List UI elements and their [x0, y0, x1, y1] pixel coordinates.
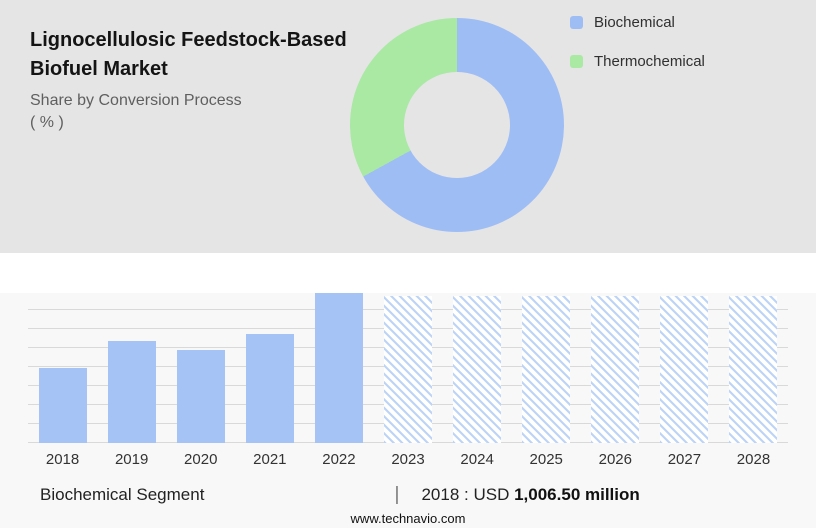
unit-label: ( % ) [30, 114, 64, 132]
donut-hole [404, 72, 510, 178]
value-annotation: 2018 : USD 1,006.50 million [399, 485, 776, 505]
x-label-2021: 2021 [253, 451, 287, 468]
x-label-2019: 2019 [114, 451, 149, 468]
bottom-panel: 2018 2019 2020 2021 2022 2023 2024 2025 2026 2027… [0, 293, 816, 528]
legend-item-thermochemical: Thermochemical [570, 53, 705, 70]
bar-column-2023 [373, 293, 442, 443]
bar-2020 [176, 350, 225, 443]
bar-2018 [38, 368, 87, 443]
x-label-2024: 2024 [460, 451, 494, 468]
title-block: Lignocellulosic Feedstock-Based Biofuel … [30, 26, 365, 135]
bar-column-2020 [166, 293, 235, 443]
bar-chart-plot [28, 293, 788, 443]
x-label-2022: 2022 [322, 451, 356, 468]
bar-2023 [384, 296, 433, 443]
bar-2019 [107, 341, 156, 443]
website-url: www.technavio.com [350, 511, 466, 526]
x-label-2023: 2023 [391, 451, 425, 468]
bar-2026 [591, 296, 640, 443]
bar-column-2027 [650, 293, 719, 443]
legend-swatch-thermochemical [570, 55, 583, 68]
bar-column-2019 [97, 293, 166, 443]
legend: Biochemical Thermochemical [570, 14, 705, 92]
bar-column-2025 [512, 293, 581, 443]
value-prefix: 2018 : USD [421, 485, 510, 504]
bar-column-2024 [443, 293, 512, 443]
bar-2021 [245, 333, 294, 443]
bar-2025 [522, 296, 571, 443]
bar-column-2026 [581, 293, 650, 443]
x-label-2020: 2020 [184, 451, 218, 468]
page-title-line2: Biofuel Market [30, 58, 168, 80]
top-panel: Lignocellulosic Feedstock-Based Biofuel … [0, 0, 816, 253]
caption-row: Biochemical Segment | 2018 : USD 1,006.5… [40, 484, 776, 506]
bar-columns [28, 293, 788, 443]
bar-column-2022 [304, 293, 373, 443]
caption-separator: | [394, 484, 400, 505]
page-title-line1: Lignocellulosic Feedstock-Based [30, 29, 347, 51]
legend-label-biochemical: Biochemical [594, 14, 675, 31]
x-label-2018: 2018 [45, 451, 80, 468]
bar-column-2028 [719, 293, 788, 443]
bar-2028 [729, 296, 778, 443]
bar-column-2018 [28, 293, 97, 443]
donut-chart [350, 18, 564, 232]
x-label-2026: 2026 [598, 451, 632, 468]
segment-label: Biochemical Segment [40, 485, 205, 504]
legend-swatch-biochemical [570, 16, 583, 29]
bar-2027 [660, 296, 709, 443]
bar-2024 [453, 296, 502, 443]
value-amount: 1,006.50 million [514, 485, 640, 504]
legend-item-biochemical: Biochemical [570, 14, 705, 31]
chart-subtitle: Share by Conversion Process [30, 92, 242, 109]
legend-label-thermochemical: Thermochemical [594, 53, 705, 70]
x-label-2027: 2027 [667, 451, 702, 468]
bar-2022 [314, 293, 363, 443]
x-label-2025: 2025 [529, 451, 563, 468]
bar-column-2021 [235, 293, 304, 443]
x-axis-labels: 2018 2019 2020 2021 2022 2023 2024 2025 2026 2027… [28, 451, 788, 468]
x-label-2028: 2028 [736, 451, 771, 468]
